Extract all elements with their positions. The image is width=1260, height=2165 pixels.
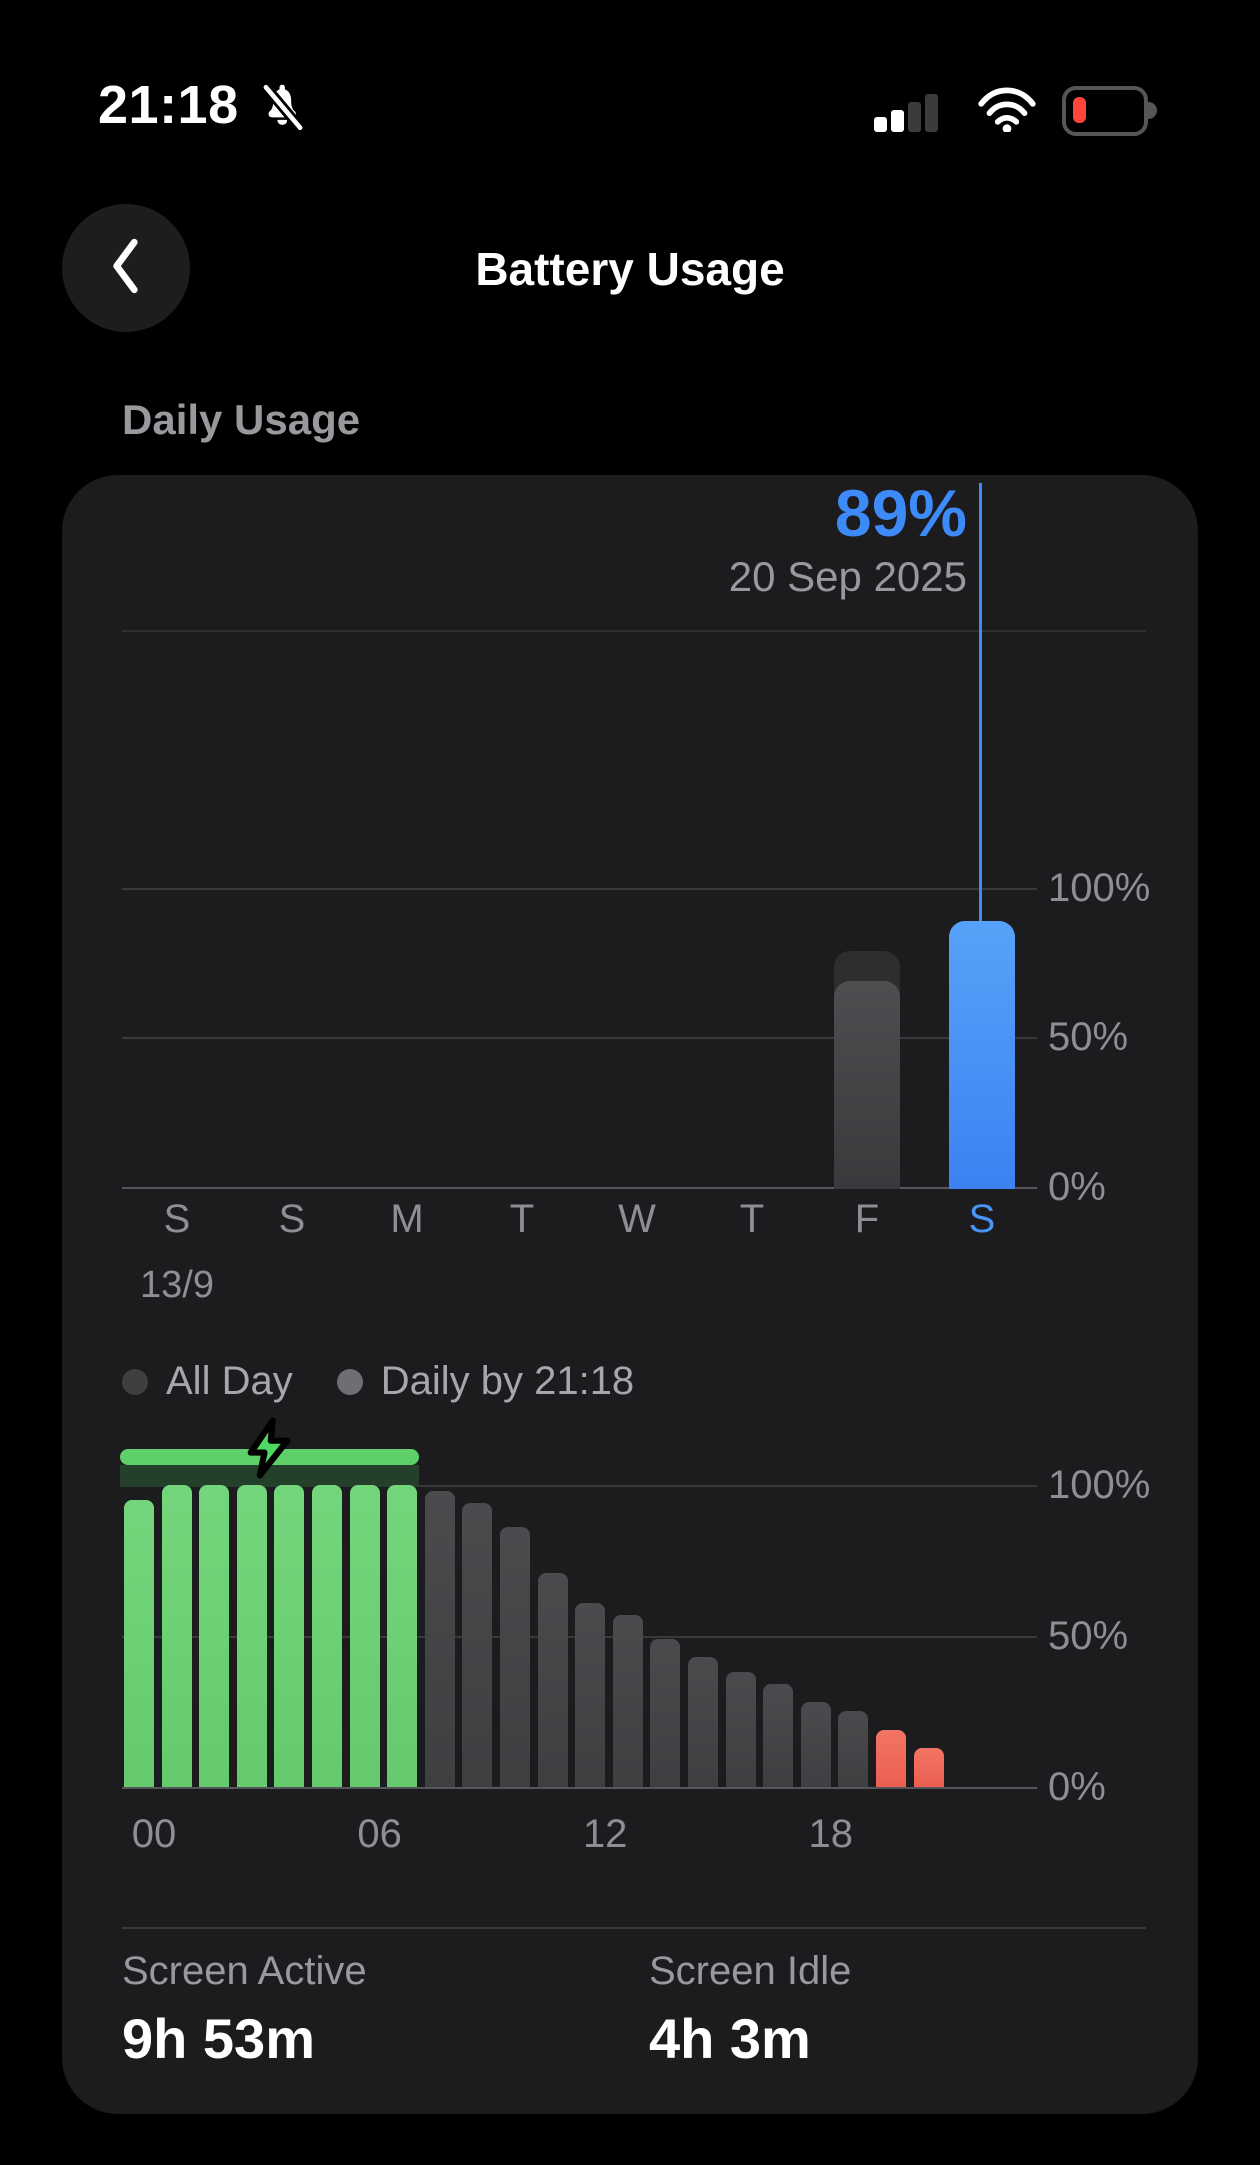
legend-dot [122,1368,148,1395]
wifi-icon [976,86,1038,137]
screen-active-stat: Screen Active 9h 53m [122,1947,367,2073]
chevron-left-icon [107,235,145,302]
stat-label: Screen Active [122,1949,367,1993]
day-label: W [618,1197,656,1241]
hour-bar-charging[interactable] [161,1485,192,1787]
back-button[interactable] [62,204,190,332]
status-time: 21:18 [98,75,239,135]
section-title: Daily Usage [122,396,361,443]
hour-bar-normal[interactable] [763,1684,794,1787]
day-label: T [739,1197,765,1241]
hour-bar-charging[interactable] [236,1485,267,1787]
hour-bar-normal[interactable] [725,1672,756,1787]
axis-baseline [122,1187,1037,1189]
hour-tick-label: 06 [357,1812,402,1856]
cellular-signal-icon [874,86,952,137]
hour-bar-normal[interactable] [800,1702,831,1787]
battery-fill-low [1073,97,1086,123]
battery-nub [1148,102,1157,119]
hour-tick-label: 00 [131,1812,177,1856]
chart-legend: All Day Daily by 21:18 [122,1359,634,1404]
y-tick-label: 50% [1048,1015,1129,1059]
y-tick-label: 100% [1048,1463,1151,1507]
hour-bar-low[interactable] [913,1748,944,1787]
hour-bar-normal[interactable] [650,1639,681,1787]
callout-percent: 89% [834,476,967,550]
battery-icon [1062,86,1157,136]
hour-bar-low[interactable] [876,1730,906,1787]
charging-zone [120,1465,419,1487]
day-label: F [854,1197,880,1241]
day-label: S [278,1197,306,1241]
hour-bar-normal[interactable] [424,1491,455,1787]
legend-item-daily-by-now: Daily by 21:18 [336,1359,635,1404]
hour-bar-charging[interactable] [387,1485,418,1787]
day-label: M [390,1197,424,1241]
stat-value: 9h 53m [122,2007,315,2070]
hour-bar-normal[interactable] [537,1573,568,1787]
hour-bar-normal[interactable] [575,1603,606,1787]
hour-bar-normal[interactable] [500,1527,530,1787]
chart-top-rule [122,630,1146,632]
legend-item-all-day: All Day [122,1359,293,1404]
y-tick-label: 50% [1048,1614,1129,1658]
gridline-100 [122,888,1037,890]
start-date-label: 13/9 [140,1264,214,1306]
status-icons [874,86,1157,137]
gridline-50 [122,1037,1037,1039]
y-tick-label: 0% [1048,1765,1106,1809]
day-label: T [509,1197,535,1241]
legend-dot [336,1368,363,1395]
notifications-silenced-icon [254,80,310,141]
selection-cursor-line [979,483,982,921]
hour-bar-normal[interactable] [612,1615,643,1787]
bar-today-selected[interactable] [949,921,1015,1189]
hour-tick-label: 18 [808,1812,854,1856]
hour-tick-label: 12 [582,1812,628,1856]
legend-label: All Day [166,1359,293,1403]
hour-bar-normal[interactable] [462,1503,493,1787]
hour-bar-charging[interactable] [124,1500,154,1787]
hour-bar-charging[interactable] [349,1485,380,1787]
callout-date: 20 Sep 2025 [728,553,967,600]
divider [122,1927,1146,1929]
page-title: Battery Usage [475,243,785,295]
y-tick-label: 100% [1048,866,1151,910]
day-label: S [163,1197,191,1241]
hour-bar-normal[interactable] [688,1657,718,1787]
bolt-icon [245,1417,293,1484]
legend-label: Daily by 21:18 [380,1359,635,1403]
daily-usage-card: 100% 50% 0% 89% 20 Sep 2025 S S M T W T F S 13/… [62,475,1198,2114]
gridline-100 [122,1485,1037,1487]
axis-baseline [122,1787,1037,1789]
stat-value: 4h 3m [649,2007,811,2070]
hour-bar-charging[interactable] [312,1485,342,1787]
hour-bar-normal[interactable] [838,1711,869,1787]
selection-callout: 89% 20 Sep 2025 [729,477,967,603]
hour-bar-charging[interactable] [199,1485,230,1787]
stat-label: Screen Idle [649,1949,852,1993]
screen-idle-stat: Screen Idle 4h 3m [649,1947,851,2073]
day-label: S [968,1197,996,1241]
hour-bar-charging[interactable] [274,1485,305,1787]
y-tick-label: 0% [1048,1165,1106,1209]
hourly-plot-area[interactable] [120,1417,1037,1787]
bar-by-now[interactable] [834,981,900,1189]
